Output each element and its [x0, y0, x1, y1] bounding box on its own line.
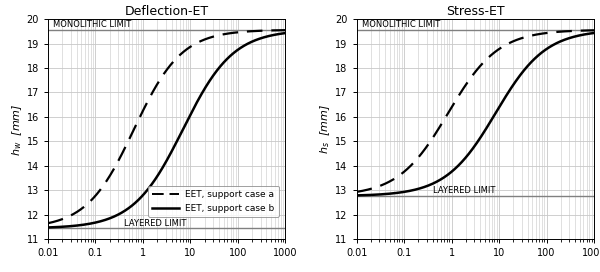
Title: Stress-ET: Stress-ET	[446, 5, 505, 18]
Legend: EET, support case a, EET, support case b: EET, support case a, EET, support case b	[148, 186, 278, 217]
Title: Deflection-ET: Deflection-ET	[125, 5, 209, 18]
Text: MONOLITHIC LIMIT: MONOLITHIC LIMIT	[53, 20, 131, 29]
Text: LAYERED LIMIT: LAYERED LIMIT	[433, 186, 495, 195]
Y-axis label: $h_w$  [mm]: $h_w$ [mm]	[10, 103, 24, 156]
Y-axis label: $h_s$  [mm]: $h_s$ [mm]	[319, 104, 332, 154]
Text: LAYERED LIMIT: LAYERED LIMIT	[124, 219, 187, 228]
Text: MONOLITHIC LIMIT: MONOLITHIC LIMIT	[362, 20, 440, 29]
